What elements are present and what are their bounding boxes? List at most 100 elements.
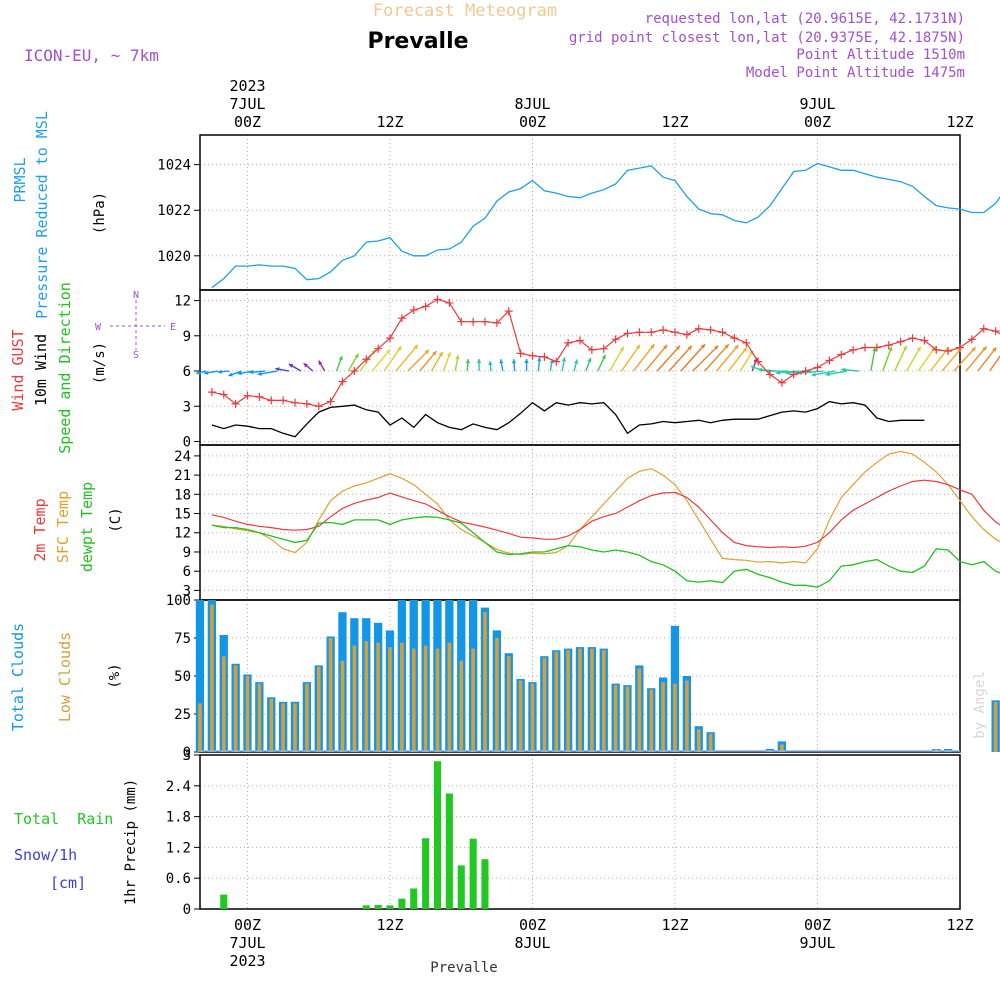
- total-clouds-label: Total Clouds: [9, 623, 27, 731]
- wind-vector-head: [601, 354, 606, 360]
- wind-vector-head: [992, 347, 997, 352]
- wind-vector-head: [742, 347, 747, 352]
- wind-vector: [965, 346, 988, 372]
- wind-vector-head: [775, 370, 780, 375]
- gust-marker: [825, 356, 834, 365]
- low-cloud-bar: [530, 683, 535, 752]
- wind-unit: (m/s): [92, 342, 108, 384]
- wind-vector-head: [765, 368, 770, 374]
- wind-vector-head: [338, 355, 343, 361]
- precip-panel: 0 0.6 1.2 1.8 2.4 3: [166, 748, 961, 918]
- panel-frame: [199, 289, 961, 446]
- gust-marker: [766, 370, 774, 379]
- top-time-label: 12Z: [946, 113, 973, 131]
- temp2m-line: [211, 479, 1000, 549]
- gust-marker: [552, 357, 561, 366]
- wind-vector: [644, 344, 668, 372]
- pressure-unit: (hPa): [92, 192, 108, 234]
- y-tick-label: 1.8: [166, 810, 191, 826]
- wind-vector-head: [971, 347, 976, 352]
- cloud-unit: (%): [107, 663, 123, 688]
- gust-marker: [730, 334, 739, 343]
- gust-marker: [979, 324, 988, 333]
- gust-marker: [635, 328, 644, 337]
- rain-bar: [457, 865, 465, 909]
- y-tick-label: 0: [183, 902, 191, 918]
- gust-marker: [457, 317, 466, 326]
- bottom-time-label: 12Z: [946, 916, 973, 934]
- wind-vector-head: [413, 344, 418, 350]
- gust-marker: [267, 396, 276, 405]
- y-tick-label: 0: [183, 434, 191, 450]
- header: Forecast Meteogram Prevalle ICON-EU, ~ 7…: [24, 1, 965, 81]
- pressure-labels: PRMSL Pressure Reduced to MSL (hPa): [11, 111, 108, 319]
- top-time-label: 2023: [229, 77, 265, 95]
- top-time-label: 00Z: [519, 113, 546, 131]
- gust-marker: [374, 344, 383, 353]
- wind-vector-head: [587, 357, 592, 363]
- gust-marker: [611, 335, 620, 344]
- low-cloud-bar: [993, 701, 998, 752]
- wind-vector-head: [511, 359, 517, 364]
- gust-marker: [469, 317, 478, 326]
- low-cloud-bar: [649, 689, 654, 752]
- gust-marker: [231, 399, 240, 408]
- snow-unit: [cm]: [50, 874, 86, 892]
- compass-e: E: [170, 322, 176, 333]
- compass-w: W: [95, 322, 102, 333]
- gust-marker: [207, 388, 216, 397]
- gust-marker: [991, 327, 1000, 336]
- y-tick-label: 0.6: [166, 871, 191, 887]
- wind-vector-head: [549, 359, 554, 364]
- gust-marker: [742, 338, 751, 347]
- rain-bar: [362, 905, 370, 909]
- wind-vector-head: [687, 345, 692, 351]
- low-cloud-bar: [376, 642, 380, 752]
- gridpoint-coords: grid point closest lon,lat (20.9375E, 42…: [569, 30, 965, 46]
- dewpt-label: dewpt Temp: [78, 482, 96, 572]
- gust-marker: [338, 377, 347, 386]
- low-cloud-bar: [293, 703, 297, 752]
- low-cloud-bar: [423, 645, 428, 752]
- sfc-temp-label: SFC Temp: [54, 491, 72, 563]
- gust-marker: [433, 295, 442, 304]
- footer-location: Prevalle: [430, 960, 497, 976]
- wind-vector-head: [465, 359, 471, 364]
- gust-marker: [409, 305, 418, 314]
- gust-label: Wind GUST: [9, 329, 27, 410]
- wind-vector-head: [204, 370, 209, 375]
- gust-marker: [291, 398, 299, 407]
- temp2m-label: 2m Temp: [31, 498, 49, 561]
- pressure-label-2: Pressure Reduced to MSL: [33, 111, 51, 319]
- wind-vector: [917, 346, 937, 372]
- gust-marker: [362, 355, 371, 364]
- gust-marker: [920, 336, 929, 345]
- wind-panel: 0 3 6 9 12: [174, 289, 1000, 450]
- wind-vector: [407, 349, 430, 372]
- bottom-time-label: 2023: [229, 952, 265, 970]
- wind-vector: [870, 347, 876, 372]
- wind-vector-head: [455, 355, 460, 360]
- gust-marker: [326, 397, 335, 406]
- wind-vector-head: [916, 346, 921, 352]
- wind-vector: [692, 345, 719, 372]
- wind-vector-head: [196, 370, 201, 375]
- wind-vector-head: [872, 347, 877, 352]
- gust-marker: [718, 328, 727, 337]
- y-tick-label: 50: [174, 669, 191, 685]
- wind-vector-head: [217, 369, 222, 374]
- gust-marker: [647, 328, 656, 337]
- wind-vector-head: [488, 361, 493, 366]
- model-altitude: Model Point Altitude 1475m: [746, 65, 965, 81]
- panel-frame: [199, 444, 961, 601]
- wind-vector-head: [524, 359, 529, 363]
- low-cloud-bar: [590, 648, 594, 752]
- y-tick-label: 18: [174, 487, 191, 503]
- wind-vector-head: [432, 351, 437, 356]
- product-title: Forecast Meteogram: [373, 1, 557, 21]
- wind-vector: [882, 346, 893, 372]
- wind-vector-head: [257, 371, 262, 376]
- rain-bar: [422, 838, 430, 909]
- gust-marker: [504, 307, 513, 316]
